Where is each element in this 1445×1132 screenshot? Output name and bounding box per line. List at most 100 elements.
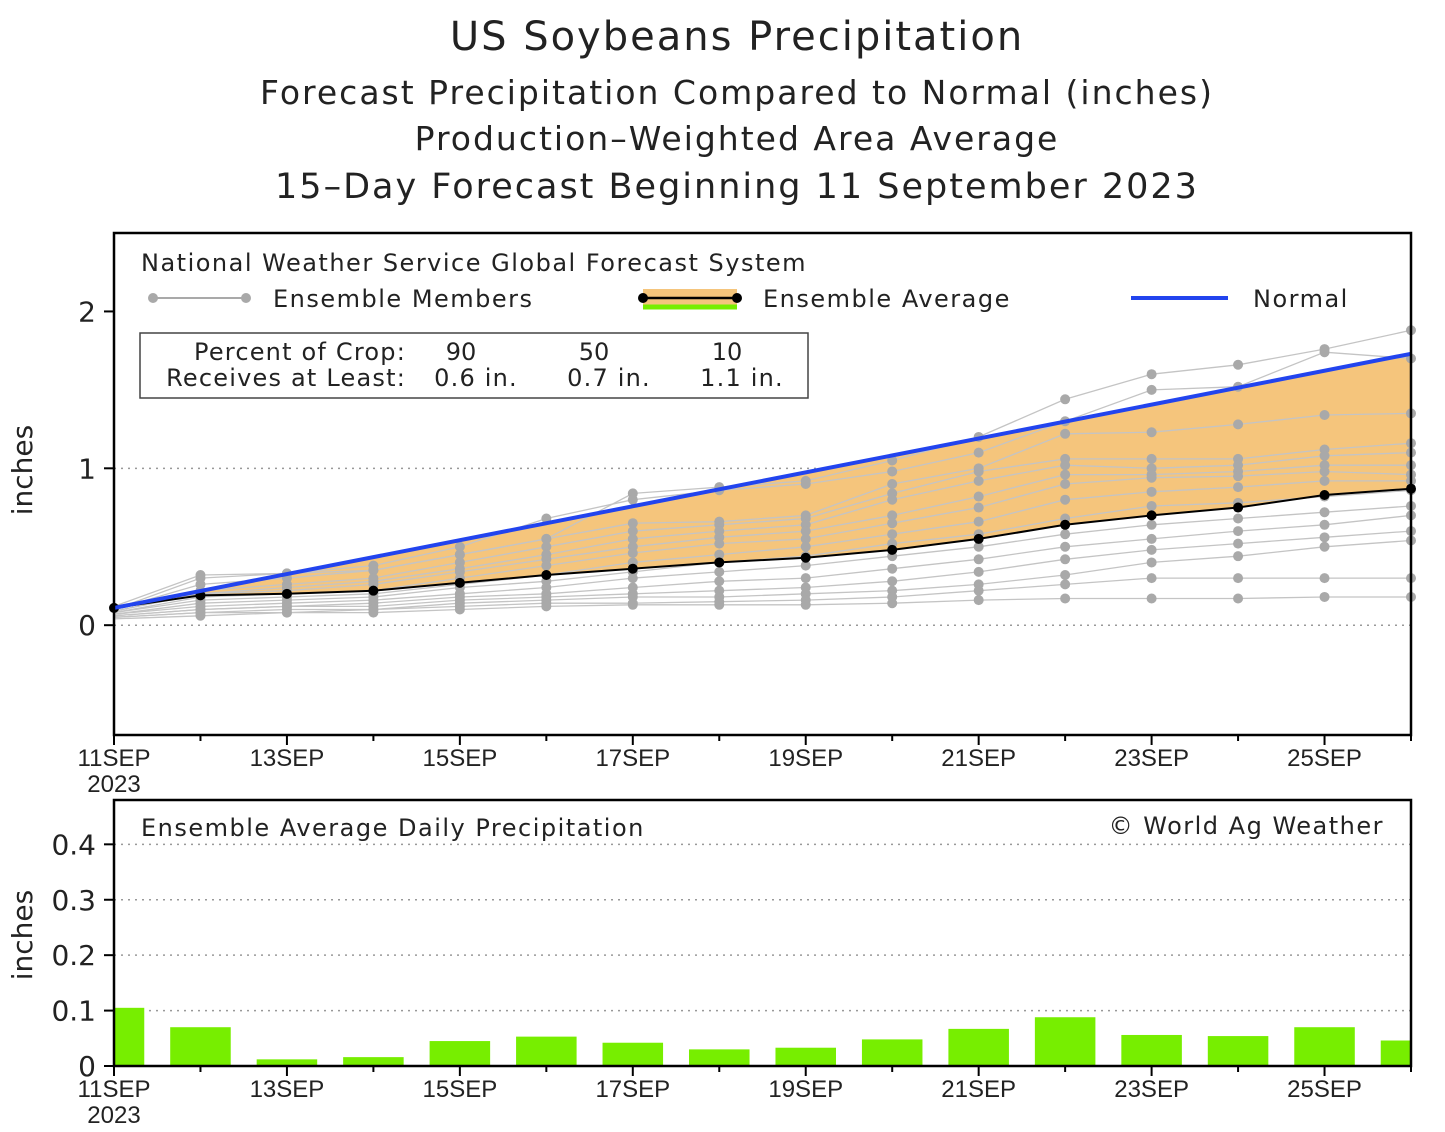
crop-percent-2: 50 (579, 338, 610, 366)
crop-percent-3: 10 (712, 338, 743, 366)
ensemble-member-point (1146, 533, 1157, 544)
top-x-year-label: 2023 (87, 771, 140, 798)
ensemble-member-point (887, 494, 898, 505)
ensemble-member (113, 347, 1416, 608)
ensemble-member-point (1060, 593, 1071, 604)
top-x-tick-label: 25SEP (1287, 745, 1362, 772)
ensemble-member-point (800, 573, 811, 584)
bottom-y-tick-label: 0.4 (51, 828, 96, 861)
ensemble-member-point (973, 585, 984, 596)
ensemble-member-line (113, 351, 1412, 608)
daily-panel: 0 0.1 0.2 0.3 0.4 11SEP 13SEP 15SEP 17SEP 19SEP 2… (6, 798, 1413, 1129)
daily-precip-bar (343, 1057, 404, 1066)
bottom-plot-frame (112, 798, 1413, 1068)
ensemble-average-point (454, 577, 465, 588)
ensemble-average-point (627, 563, 638, 574)
ensemble-member-line (113, 505, 1412, 615)
ensemble-average-point (541, 569, 552, 580)
ensemble-member-point (1233, 482, 1244, 493)
ensemble-member-point (541, 601, 552, 612)
ensemble-members (113, 325, 1416, 621)
ensemble-member-point (1060, 569, 1071, 580)
ensemble-member-point (1233, 359, 1244, 370)
ensemble-member-point (714, 538, 725, 549)
ensemble-member-point (887, 598, 898, 609)
crop-row2-label: Receives at Least: (166, 364, 406, 392)
daily-precip-bar (1121, 1034, 1182, 1066)
ensemble-member-point (800, 479, 811, 489)
daily-precip-bar (429, 1041, 491, 1066)
ensemble-member-point (714, 599, 725, 610)
normal-line (113, 351, 1412, 610)
ensemble-member-point (1060, 579, 1071, 590)
ensemble-member-point (1319, 541, 1330, 552)
ensemble-average-point (1060, 519, 1071, 530)
ensemble-member-point (627, 573, 638, 584)
top-x-tick-label: 17SEP (595, 745, 670, 772)
crop-amount-3: 1.1 in. (700, 364, 784, 392)
ensemble-member-point (541, 560, 552, 571)
daily-precip-bar (1294, 1027, 1355, 1066)
ensemble-member-point (973, 566, 984, 577)
crop-amount-1: 0.6 in. (434, 364, 518, 392)
ensemble-member-point (1060, 541, 1071, 552)
ensemble-member-line (113, 530, 1412, 617)
ensemble-average-point (1233, 502, 1244, 513)
ensemble-member (113, 591, 1416, 621)
bottom-y-tick-label: 0 (78, 1050, 96, 1083)
ensemble-member-point (800, 560, 811, 571)
daily-precip-bar (948, 1028, 1009, 1066)
ensemble-member-point (887, 576, 898, 587)
bottom-x-tick-label: 23SEP (1114, 1076, 1189, 1103)
top-x-tick-label: 15SEP (423, 745, 498, 772)
ensemble-member-point (1060, 394, 1071, 405)
credit-label: © World Ag Weather (1109, 812, 1384, 840)
ensemble-member-point (1319, 507, 1330, 518)
daily-precip-bar (602, 1042, 664, 1066)
ensemble-member-point (973, 475, 984, 486)
ensemble-member-line (113, 464, 1411, 612)
ensemble-member-point (887, 479, 898, 489)
crop-row1-label: Percent of Crop: (194, 338, 406, 366)
ensemble-member-point (1060, 428, 1071, 439)
ensemble-member-point (1319, 347, 1330, 358)
ensemble-member-point (1146, 557, 1157, 568)
daily-precip-bar (256, 1059, 318, 1066)
ensemble-member-line (113, 577, 1411, 618)
ensemble-member-point (627, 548, 638, 559)
ensemble-member-point (1319, 409, 1330, 420)
ensemble-member-point (973, 502, 984, 513)
ensemble-member-line (113, 329, 1412, 611)
ensemble-member-point (1060, 460, 1071, 471)
ensemble-member-point (1319, 466, 1330, 477)
ensemble-member-point (1233, 513, 1244, 524)
ensemble-member-point (1146, 486, 1157, 497)
ensemble-member-point (281, 607, 292, 618)
ensemble-member-point (1319, 532, 1330, 543)
top-x-tick-label: 21SEP (941, 745, 1016, 772)
chart-subtitle-1: Forecast Precipitation Compared to Norma… (260, 73, 1214, 112)
ensemble-average-line (113, 487, 1412, 609)
ensemble-member-point (887, 518, 898, 529)
ensemble-member (113, 510, 1416, 617)
ensemble-member-point (627, 526, 638, 537)
ensemble-member-point (1146, 453, 1157, 464)
bottom-gridlines (114, 843, 1411, 1012)
legend-normal-label: Normal (1253, 285, 1349, 313)
crop-table-box (139, 332, 809, 399)
ensemble-member-line (113, 596, 1411, 620)
bottom-y-axis-label: inches (6, 890, 39, 980)
ensemble-average-point (800, 552, 811, 563)
ensemble-member-point (1319, 475, 1330, 486)
ensemble-member-point (1060, 479, 1071, 489)
ensemble-member-point (973, 447, 984, 458)
ensemble-member-point (800, 541, 811, 552)
ensemble-member-point (1233, 526, 1244, 537)
daily-precip-bar (1207, 1036, 1269, 1066)
bottom-y-tick-label: 0.1 (51, 995, 96, 1028)
ensemble-member-point (1146, 544, 1157, 555)
ensemble-member-point (368, 565, 379, 576)
ensemble-member-point (973, 595, 984, 606)
ensemble-member-point (1060, 554, 1071, 565)
bottom-x-tick-label: 25SEP (1287, 1076, 1362, 1103)
